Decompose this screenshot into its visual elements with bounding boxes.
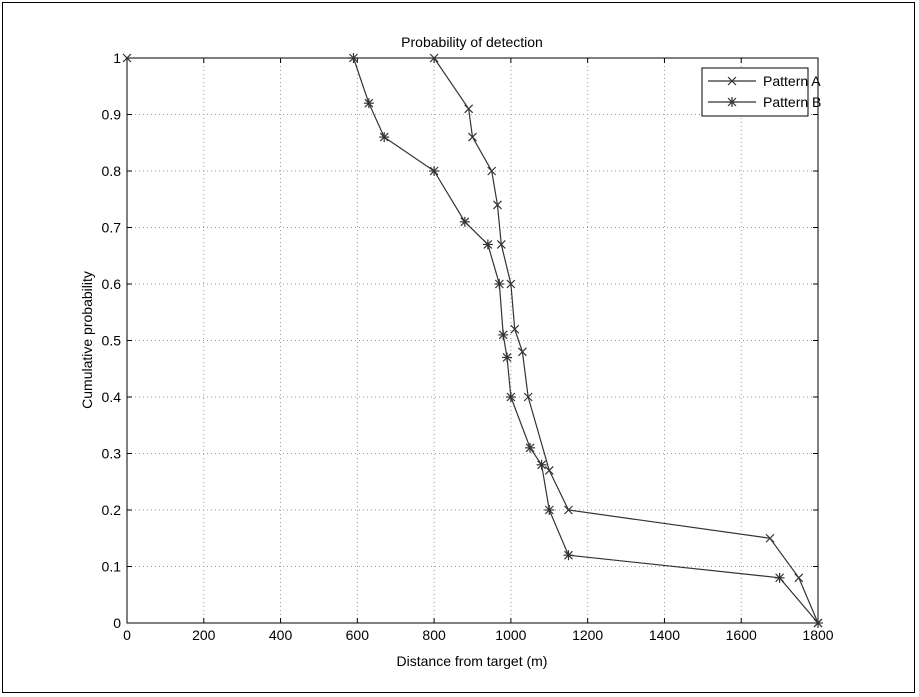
data-point [464,104,474,114]
data-point [564,505,573,515]
axis-ticks: 0 200 400 600 800 1000 1200 1400 1600 1800 0 0.1 0.2… [102,50,834,643]
data-point [429,53,439,63]
series-group [122,53,823,628]
y-axis-label: Cumulative probability [79,271,95,409]
y-tick-label: 1 [113,50,121,66]
legend: Pattern A Pattern B [701,67,821,117]
data-point [459,216,470,227]
x-tick-label: 1000 [495,627,526,643]
data-point [494,279,505,289]
data-point [363,98,374,109]
legend-marker-pattern-a [727,76,737,86]
data-point [510,324,520,334]
data-point [496,240,506,249]
x-tick-label: 1400 [649,627,680,643]
data-point [379,132,390,143]
data-point [794,573,804,583]
data-point [523,392,533,402]
x-axis-label: Distance from target (m) [397,653,548,669]
data-point [493,200,502,210]
data-point [563,550,574,561]
series-line-pattern-a [127,57,819,624]
y-tick-label: 0.9 [102,107,122,123]
data-point [517,347,527,357]
x-tick-label: 1800 [802,627,833,643]
legend-marker-pattern-b [727,97,737,107]
series-line-pattern-b [352,57,819,624]
data-point [774,572,785,583]
x-tick-label: 0 [123,627,131,643]
data-point [498,329,509,340]
x-tick-label: 400 [269,627,293,643]
data-point [348,53,359,63]
x-tick-label: 200 [192,627,216,643]
data-point [429,166,440,176]
y-tick-label: 0 [113,615,121,631]
x-tick-label: 1200 [572,627,603,643]
y-tick-label: 0.5 [102,333,122,349]
legend-label-pattern-b: Pattern B [763,94,821,110]
data-point [487,166,497,176]
data-point [505,392,516,402]
y-tick-label: 0.3 [102,446,122,462]
y-tick-label: 0.6 [102,276,122,292]
y-tick-label: 0.1 [102,559,122,575]
data-point [482,239,493,250]
data-point [765,533,775,543]
data-point [544,466,554,475]
x-tick-label: 600 [346,627,370,643]
x-tick-label: 1600 [726,627,757,643]
data-point [813,618,823,628]
chart-title: Probability of detection [401,34,543,50]
data-point [506,279,516,289]
x-tick-label: 800 [422,627,446,643]
data-point [502,352,513,363]
data-point [525,442,536,453]
y-tick-label: 0.4 [102,389,122,405]
legend-box [701,67,809,117]
data-point [536,459,547,470]
plot-background [127,58,818,623]
data-point [468,132,477,142]
y-tick-label: 0.7 [102,220,122,236]
data-point [544,505,555,515]
data-point [122,53,132,63]
legend-label-pattern-a: Pattern A [763,73,821,89]
y-tick-label: 0.2 [102,502,122,518]
y-tick-label: 0.8 [102,163,122,179]
